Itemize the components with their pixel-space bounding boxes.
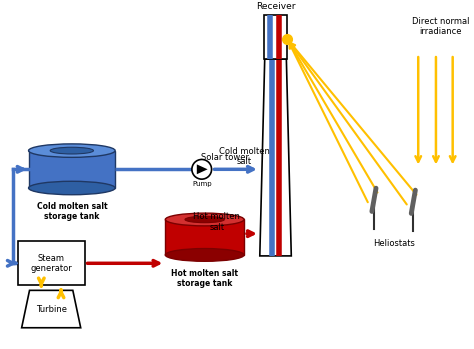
- Ellipse shape: [165, 248, 244, 261]
- Text: Pump: Pump: [192, 181, 211, 187]
- Text: Direct normal
irradiance: Direct normal irradiance: [412, 17, 470, 36]
- Polygon shape: [22, 290, 81, 328]
- Bar: [264, 15, 287, 59]
- Polygon shape: [260, 59, 292, 256]
- Bar: [18, 241, 85, 285]
- Ellipse shape: [28, 181, 115, 195]
- Text: Steam
generator: Steam generator: [30, 254, 72, 273]
- Text: Receiver: Receiver: [256, 2, 295, 11]
- Bar: [165, 220, 244, 255]
- Text: Hot molten salt
storage tank: Hot molten salt storage tank: [171, 269, 238, 288]
- Circle shape: [192, 159, 211, 179]
- Ellipse shape: [185, 216, 224, 223]
- Polygon shape: [197, 164, 208, 174]
- Text: Solar tower: Solar tower: [201, 153, 249, 162]
- Text: Turbine: Turbine: [36, 305, 67, 313]
- Ellipse shape: [165, 213, 244, 226]
- Text: Heliostats: Heliostats: [373, 239, 415, 248]
- Text: Cold molten
salt: Cold molten salt: [219, 147, 270, 166]
- Ellipse shape: [28, 144, 115, 157]
- Bar: [28, 151, 115, 188]
- Ellipse shape: [50, 147, 93, 154]
- Text: Cold molten salt
storage tank: Cold molten salt storage tank: [36, 202, 107, 221]
- Text: Hot molten
salt: Hot molten salt: [193, 212, 240, 232]
